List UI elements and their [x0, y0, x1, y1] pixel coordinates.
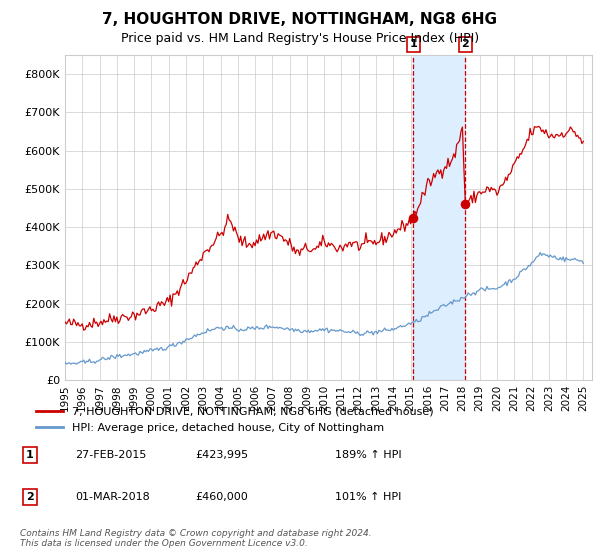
Text: £460,000: £460,000 — [195, 492, 248, 502]
Text: Contains HM Land Registry data © Crown copyright and database right 2024.
This d: Contains HM Land Registry data © Crown c… — [20, 529, 371, 548]
Bar — [413, 55, 466, 380]
Text: 01-MAR-2018: 01-MAR-2018 — [75, 492, 150, 502]
Text: 1: 1 — [26, 450, 34, 460]
Text: 27-FEB-2015: 27-FEB-2015 — [75, 450, 146, 460]
Text: 7, HOUGHTON DRIVE, NOTTINGHAM, NG8 6HG: 7, HOUGHTON DRIVE, NOTTINGHAM, NG8 6HG — [103, 12, 497, 27]
Text: £423,995: £423,995 — [195, 450, 248, 460]
Legend: 7, HOUGHTON DRIVE, NOTTINGHAM, NG8 6HG (detached house), HPI: Average price, det: 7, HOUGHTON DRIVE, NOTTINGHAM, NG8 6HG (… — [30, 401, 440, 439]
Point — [409, 213, 418, 222]
Text: 2: 2 — [26, 492, 34, 502]
Text: 2: 2 — [461, 39, 469, 49]
Text: Price paid vs. HM Land Registry's House Price Index (HPI): Price paid vs. HM Land Registry's House … — [121, 32, 479, 45]
Point — [461, 199, 470, 208]
Text: 1: 1 — [409, 39, 417, 49]
Text: 189% ↑ HPI: 189% ↑ HPI — [335, 450, 401, 460]
Text: 101% ↑ HPI: 101% ↑ HPI — [335, 492, 401, 502]
